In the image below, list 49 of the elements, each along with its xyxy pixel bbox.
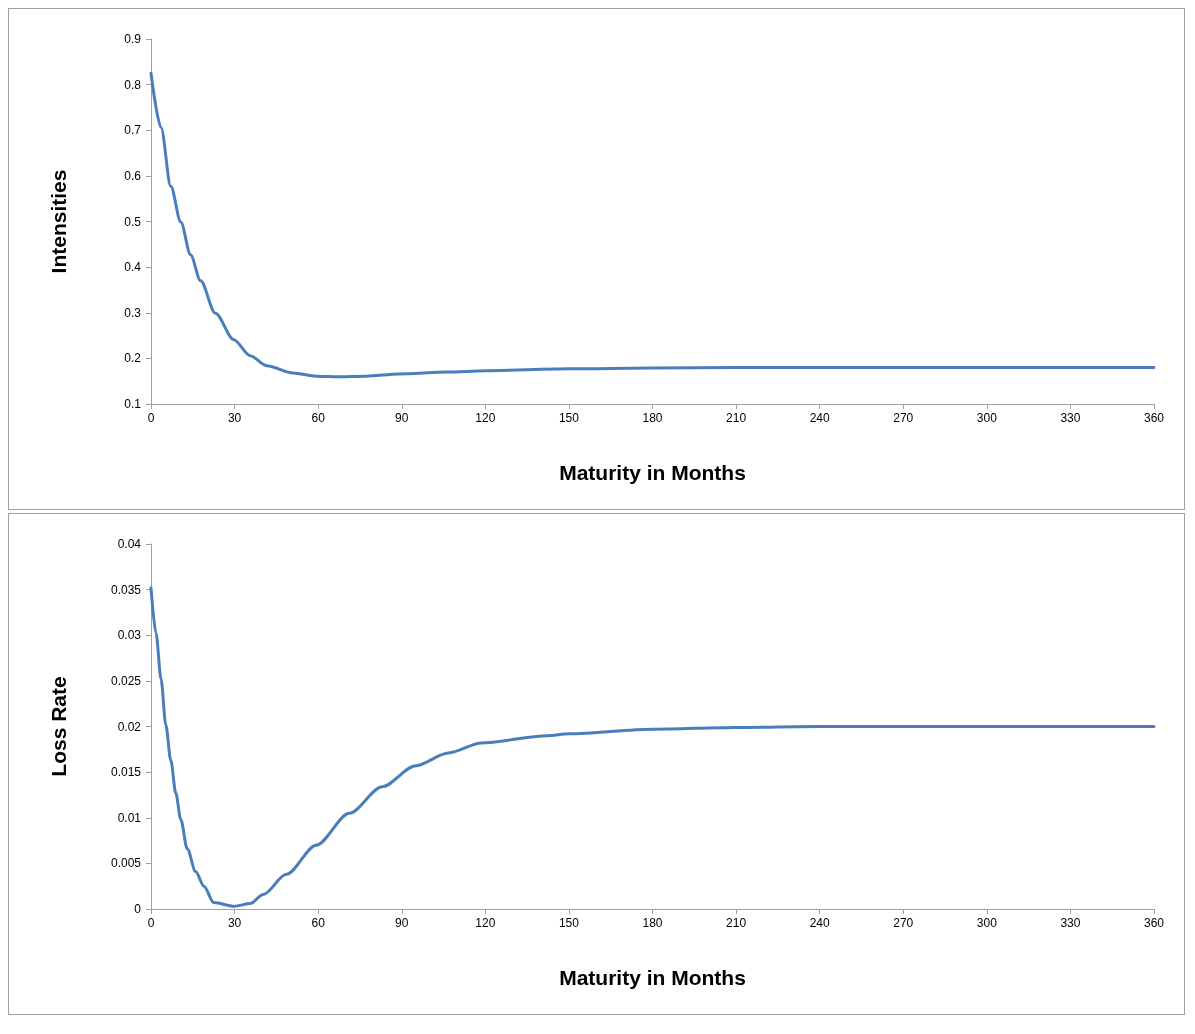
x-tick-label: 210 xyxy=(726,411,747,425)
y-tick-label: 0.2 xyxy=(124,351,142,366)
x-tick-label: 330 xyxy=(1060,916,1081,930)
x-tick-label: 300 xyxy=(976,411,998,425)
x-tick-label: 30 xyxy=(227,411,242,425)
x-tick-label: 180 xyxy=(642,411,663,425)
x-tick-label: 210 xyxy=(726,916,747,930)
y-tick-label: 0.01 xyxy=(117,810,142,825)
x-tick-label: 60 xyxy=(311,916,326,930)
y-tick-label: 0.035 xyxy=(110,582,142,597)
y-tick-label: 0.8 xyxy=(124,77,142,92)
x-tick-label: 270 xyxy=(893,411,914,425)
x-tick-label: 60 xyxy=(311,411,326,425)
x-tick-label: 120 xyxy=(475,916,496,930)
y-tick-label: 0.7 xyxy=(124,123,142,138)
x-tick-label: 180 xyxy=(642,916,663,930)
x-tick-label: 270 xyxy=(893,916,914,930)
x-tick-label: 240 xyxy=(809,411,830,425)
x-tick-label: 120 xyxy=(475,411,496,425)
x-tick-label: 330 xyxy=(1060,411,1081,425)
y-tick-label: 0.025 xyxy=(110,673,142,688)
y-axis-title: Intensities xyxy=(47,169,70,274)
y-tick-label: 0 xyxy=(134,902,142,916)
x-axis-title: Maturity in Months xyxy=(559,966,746,989)
x-tick-label: 0 xyxy=(147,916,155,930)
line-series xyxy=(149,71,1156,379)
y-axis-title: Loss Rate xyxy=(47,676,70,777)
y-tick-label: 0.04 xyxy=(117,537,142,551)
x-tick-label: 150 xyxy=(558,411,580,425)
y-tick-label: 0.02 xyxy=(117,719,142,734)
y-tick-label: 0.03 xyxy=(117,628,142,643)
x-tick-label: 30 xyxy=(227,916,242,930)
x-tick-label: 360 xyxy=(1143,916,1165,930)
x-axis-title: Maturity in Months xyxy=(559,461,746,484)
y-tick-label: 0.1 xyxy=(124,397,142,411)
y-tick-label: 0.005 xyxy=(110,856,142,871)
y-tick-label: 0.3 xyxy=(124,305,142,320)
y-tick-label: 0.015 xyxy=(110,765,142,780)
y-tick-label: 0.6 xyxy=(124,168,142,183)
x-tick-label: 0 xyxy=(147,411,155,425)
x-tick-label: 240 xyxy=(809,916,830,930)
x-tick-label: 360 xyxy=(1143,411,1165,425)
x-tick-label: 90 xyxy=(395,411,409,425)
x-tick-label: 150 xyxy=(558,916,580,930)
y-tick-label: 0.9 xyxy=(124,32,142,46)
x-tick-label: 90 xyxy=(395,916,409,930)
y-tick-label: 0.4 xyxy=(124,260,142,275)
y-tick-label: 0.5 xyxy=(124,214,142,229)
x-tick-label: 300 xyxy=(976,916,998,930)
